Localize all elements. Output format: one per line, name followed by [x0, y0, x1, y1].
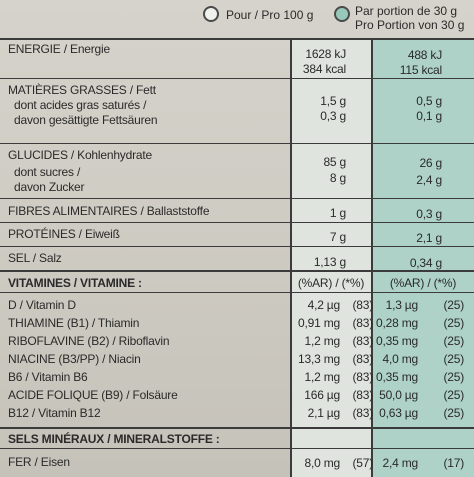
riboflavin-ri-portion: (25): [443, 334, 464, 348]
per100-circle-icon: [203, 6, 219, 22]
salt-label: SEL / Salz: [8, 251, 62, 265]
iron-100: 8,0 mg: [304, 456, 341, 470]
protein-100: 7 g: [329, 230, 346, 244]
niacin-portion: 4,0 mg: [382, 352, 419, 366]
folic-acid-label: ACIDE FOLIQUE (B9) / Folsäure: [8, 388, 178, 402]
folic-acid-100: 166 µg: [304, 388, 340, 402]
sugars-label-de: davon Zucker: [14, 180, 85, 194]
riboflavin-100: 1,2 mg: [304, 334, 341, 348]
header-portion-de: Pro Portion von 30 g: [355, 18, 465, 32]
carbs-100: 85 g: [323, 155, 346, 169]
niacin-100: 13,3 mg: [298, 352, 340, 366]
salt-100: 1,13 g: [313, 255, 346, 269]
vitamin-b6-ri-portion: (25): [443, 370, 464, 384]
fat-label: MATIÈRES GRASSES / Fett: [8, 83, 156, 97]
row-divider: [0, 246, 474, 247]
vitamin-d-ri-100: (83): [352, 298, 373, 312]
portion-column-bg: [372, 38, 474, 477]
energy-kcal-portion: 115 kcal: [399, 63, 442, 77]
riboflavin-ri-100: (83): [352, 334, 373, 348]
row-divider: [0, 143, 474, 144]
sugars-100: 8 g: [329, 171, 346, 185]
fibre-label: FIBRES ALIMENTAIRES / Ballaststoffe: [8, 204, 210, 218]
minerals-heading: SELS MINÉRAUX / MINERALSTOFFE :: [8, 432, 220, 446]
iron-ri-portion: (17): [443, 456, 464, 470]
saturated-fat-label: dont acides gras saturés /: [14, 98, 147, 112]
vitamins-ri-header-portion: (%AR) / (*%): [389, 276, 457, 290]
energy-label: ENERGIE / Energie: [8, 42, 110, 56]
thiamine-100: 0,91 mg: [298, 316, 340, 330]
vitamin-b12-100: 2,1 µg: [307, 406, 341, 420]
header-portion-fr: Par portion de 30 g: [355, 4, 458, 18]
vitamin-d-100: 4,2 µg: [307, 298, 341, 312]
sugars-portion: 2,4 g: [416, 173, 442, 187]
fibre-portion: 0,3 g: [416, 207, 442, 221]
fat-portion: 0,5 g: [416, 94, 442, 108]
row-divider: [0, 222, 474, 223]
niacin-label: NIACINE (B3/PP) / Niacin: [8, 352, 141, 366]
vitamins-ri-header-100: (%AR) / (*%): [297, 276, 365, 290]
riboflavin-portion: 0,35 mg: [376, 334, 418, 348]
vitamin-b6-ri-100: (83): [352, 370, 373, 384]
vitamin-d-label: D / Vitamin D: [8, 298, 76, 312]
row-divider: [0, 270, 474, 272]
column-divider: [371, 38, 373, 477]
column-divider: [290, 38, 292, 477]
vitamin-b12-ri-portion: (25): [443, 406, 464, 420]
thiamine-portion: 0,28 mg: [376, 316, 418, 330]
thiamine-label: THIAMINE (B1) / Thiamin: [8, 316, 140, 330]
vitamin-b6-portion: 0,35 mg: [376, 370, 418, 384]
vitamin-d-ri-portion: (25): [443, 298, 464, 312]
iron-portion: 2,4 mg: [382, 456, 419, 470]
thiamine-ri-portion: (25): [443, 316, 464, 330]
riboflavin-label: RIBOFLAVINE (B2) / Riboflavin: [8, 334, 170, 348]
vitamin-b6-label: B6 / Vitamin B6: [8, 370, 88, 384]
vitamin-b12-label: B12 / Vitamin B12: [8, 406, 101, 420]
sugars-label: dont sucres /: [14, 165, 81, 179]
carbs-label: GLUCIDES / Kohlenhydrate: [8, 148, 152, 162]
row-divider: [0, 448, 474, 449]
protein-label: PROTÉINES / Eiweiß: [8, 227, 120, 241]
iron-label: FER / Eisen: [8, 455, 70, 469]
saturated-fat-100: 0,3 g: [320, 109, 346, 123]
header-per100: Pour / Pro 100 g: [226, 8, 314, 22]
energy-kj-portion: 488 kJ: [407, 48, 442, 62]
folic-acid-ri-100: (83): [352, 388, 373, 402]
row-divider: [0, 78, 474, 79]
vitamin-d-portion: 1,3 µg: [385, 298, 419, 312]
row-divider: [0, 198, 474, 199]
iron-ri-100: (57): [352, 456, 373, 470]
thiamine-ri-100: (83): [352, 316, 373, 330]
energy-kj-100: 1628 kJ: [305, 47, 346, 61]
per100-column-bg: [290, 38, 372, 477]
vitamins-heading: VITAMINES / VITAMINE :: [8, 276, 142, 290]
vitamin-b12-ri-100: (83): [352, 406, 373, 420]
niacin-ri-portion: (25): [443, 352, 464, 366]
energy-kcal-100: 384 kcal: [302, 62, 346, 76]
vitamin-b12-portion: 0,63 µg: [379, 406, 418, 420]
folic-acid-ri-portion: (25): [443, 388, 464, 402]
carbs-portion: 26 g: [419, 156, 442, 170]
row-divider: [0, 292, 474, 293]
saturated-fat-portion: 0,1 g: [416, 109, 442, 123]
niacin-ri-100: (83): [352, 352, 373, 366]
portion-circle-icon: [334, 6, 350, 22]
row-divider: [0, 427, 474, 429]
folic-acid-portion: 50,0 µg: [379, 388, 418, 402]
fat-100: 1,5 g: [320, 94, 346, 108]
protein-portion: 2,1 g: [416, 231, 442, 245]
saturated-fat-label-de: davon gesättigte Fettsäuren: [14, 113, 158, 127]
fibre-100: 1 g: [329, 206, 346, 220]
vitamin-b6-100: 1,2 mg: [304, 370, 341, 384]
row-divider: [0, 38, 474, 40]
salt-portion: 0,34 g: [409, 256, 442, 270]
